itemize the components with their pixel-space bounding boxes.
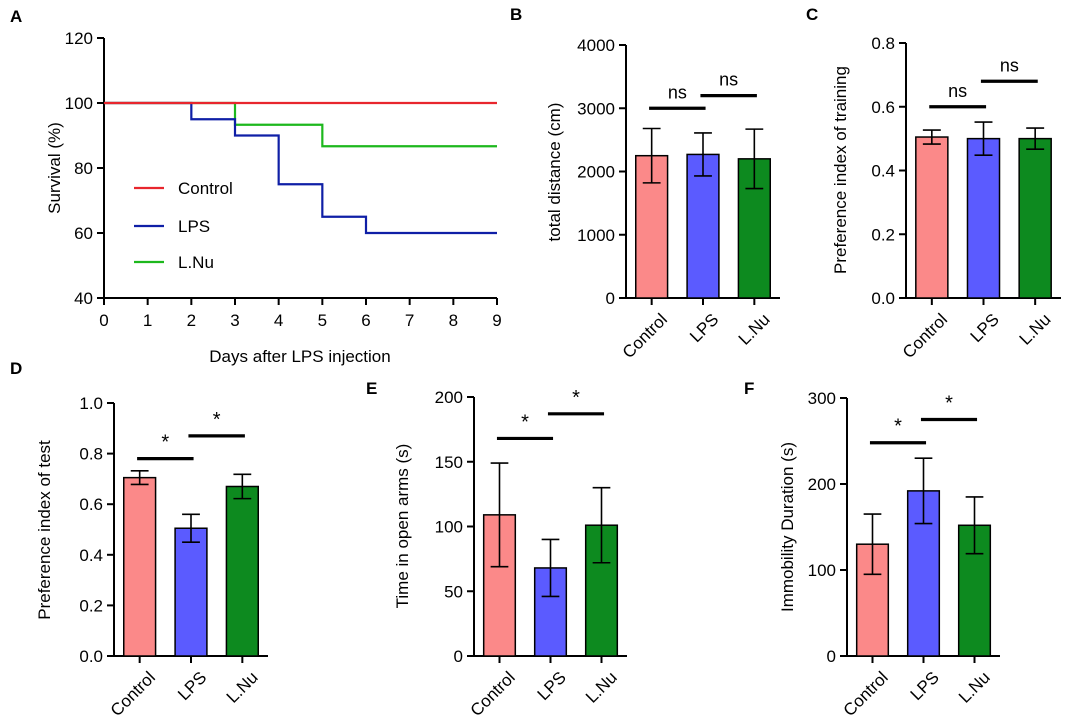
y-tick-label: 100 bbox=[808, 561, 836, 580]
x-tick-label: Control bbox=[619, 310, 671, 362]
y-tick-label: 0.0 bbox=[79, 647, 103, 666]
bar-lps bbox=[686, 153, 720, 299]
y-tick-label: 0 bbox=[606, 289, 615, 308]
y-tick-label: 0.4 bbox=[871, 162, 895, 181]
y-tick-label: 80 bbox=[74, 159, 93, 178]
bar-lps bbox=[906, 490, 941, 657]
y-tick-label: 50 bbox=[444, 582, 463, 601]
bar-control bbox=[915, 136, 949, 299]
panel-f: F 0 100 200 300 Immobility Duration (s) Contro… bbox=[744, 379, 1000, 720]
y-tick-label: 0.6 bbox=[871, 98, 895, 117]
panel-letter-e: E bbox=[366, 379, 377, 398]
y-tick-label: 2000 bbox=[577, 163, 615, 182]
panel-letter-d: D bbox=[10, 359, 22, 378]
significance-label: * bbox=[521, 411, 529, 433]
y-tick-label: 0.8 bbox=[79, 445, 103, 464]
panel-letter-c: C bbox=[806, 5, 818, 24]
significance-label: ns bbox=[948, 81, 967, 101]
y-tick-label: 120 bbox=[65, 29, 93, 48]
panel-b: B 0 1000 2000 3000 4000 total distance (cm) Con… bbox=[510, 5, 780, 362]
x-tick-label: 9 bbox=[492, 311, 501, 330]
x-tick-label: L.Nu bbox=[735, 310, 774, 349]
y-tick-label: 300 bbox=[808, 389, 836, 408]
y-axis-title: total distance (cm) bbox=[545, 103, 564, 242]
y-tick-label: 3000 bbox=[577, 99, 615, 118]
x-tick-label: L.Nu bbox=[223, 668, 262, 707]
bar-lnu bbox=[1018, 137, 1052, 299]
y-tick-label: 0.2 bbox=[871, 225, 895, 244]
y-tick-label: 60 bbox=[74, 224, 93, 243]
y-tick-label: 150 bbox=[435, 453, 463, 472]
x-tick-label: LPS bbox=[174, 668, 210, 704]
x-tick-label: 7 bbox=[405, 311, 414, 330]
y-tick-label: 0.4 bbox=[79, 546, 103, 565]
x-tick-label: 4 bbox=[274, 311, 283, 330]
significance-label: * bbox=[161, 432, 169, 454]
significance-label: * bbox=[945, 393, 953, 415]
x-tick-label: 8 bbox=[449, 311, 458, 330]
x-tick-label: 6 bbox=[361, 311, 370, 330]
panel-a: A 40 60 80 100 120 Survival (%) 0 1 2 3 4 5 6 7 8 9 Days … bbox=[10, 7, 502, 366]
significance-label: * bbox=[213, 409, 221, 431]
x-tick-label: 3 bbox=[230, 311, 239, 330]
panel-letter-a: A bbox=[10, 7, 22, 26]
y-tick-label: 1.0 bbox=[79, 394, 103, 413]
y-axis-title: Immobility Duration (s) bbox=[778, 442, 797, 612]
x-tick-label: Control bbox=[107, 668, 159, 720]
y-tick-label: 0.0 bbox=[871, 289, 895, 308]
y-axis-title: Preference index of test bbox=[35, 440, 54, 620]
y-tick-label: 0 bbox=[827, 647, 836, 666]
y-tick-label: 100 bbox=[435, 518, 463, 537]
x-tick-label: 5 bbox=[318, 311, 327, 330]
significance-label: ns bbox=[668, 82, 687, 102]
x-tick-label: LPS bbox=[967, 310, 1003, 346]
y-tick-label: 200 bbox=[435, 388, 463, 407]
y-axis-title: Time in open arms (s) bbox=[393, 444, 412, 609]
panel-e: E 0 50 100 150 200 Time in open arms (s) Contro… bbox=[366, 379, 627, 720]
x-tick-label: L.Nu bbox=[955, 668, 994, 707]
panel-c: C 0.0 0.2 0.4 0.6 0.8 Preference index of trai… bbox=[806, 5, 1061, 362]
series-line-lnu bbox=[104, 101, 497, 148]
x-tick-label: LPS bbox=[686, 310, 722, 346]
y-tick-label: 200 bbox=[808, 475, 836, 494]
y-tick-label: 0.2 bbox=[79, 596, 103, 615]
panel-letter-f: F bbox=[744, 379, 754, 398]
panel-letter-b: B bbox=[510, 5, 522, 24]
x-tick-label: L.Nu bbox=[1016, 310, 1055, 349]
x-tick-label: 2 bbox=[187, 311, 196, 330]
series-line-lps bbox=[104, 101, 497, 235]
legend-label-lps: LPS bbox=[178, 217, 210, 236]
x-axis-title: Days after LPS injection bbox=[209, 347, 390, 366]
y-tick-label: 4000 bbox=[577, 36, 615, 55]
x-tick-label: Control bbox=[840, 668, 892, 720]
x-tick-label: Control bbox=[467, 668, 519, 720]
x-tick-label: LPS bbox=[534, 668, 570, 704]
bar-control bbox=[123, 476, 157, 657]
y-axis-title: Survival (%) bbox=[45, 122, 64, 214]
legend-label-control: Control bbox=[178, 179, 233, 198]
legend-label-lnu: L.Nu bbox=[178, 253, 214, 272]
y-tick-label: 0.6 bbox=[79, 495, 103, 514]
panel-d: D 0.0 0.2 0.4 0.6 0.8 1.0 Preference index of t… bbox=[10, 359, 268, 720]
x-tick-label: L.Nu bbox=[582, 668, 621, 707]
y-axis-title: Preference index of training bbox=[831, 66, 850, 274]
y-tick-label: 1000 bbox=[577, 226, 615, 245]
significance-label: * bbox=[572, 387, 580, 409]
significance-label: ns bbox=[1000, 55, 1019, 75]
y-tick-label: 100 bbox=[65, 94, 93, 113]
y-tick-label: 0.8 bbox=[871, 34, 895, 53]
bar-lps bbox=[174, 527, 208, 657]
x-tick-label: 0 bbox=[99, 311, 108, 330]
significance-label: ns bbox=[719, 70, 738, 90]
x-tick-label: LPS bbox=[907, 668, 943, 704]
bar-lnu bbox=[225, 485, 259, 657]
x-tick-label: Control bbox=[899, 310, 951, 362]
x-tick-label: 1 bbox=[143, 311, 152, 330]
significance-label: * bbox=[894, 416, 902, 438]
bar-lps bbox=[966, 137, 1001, 299]
y-tick-label: 40 bbox=[74, 289, 93, 308]
y-tick-label: 0 bbox=[454, 647, 463, 666]
